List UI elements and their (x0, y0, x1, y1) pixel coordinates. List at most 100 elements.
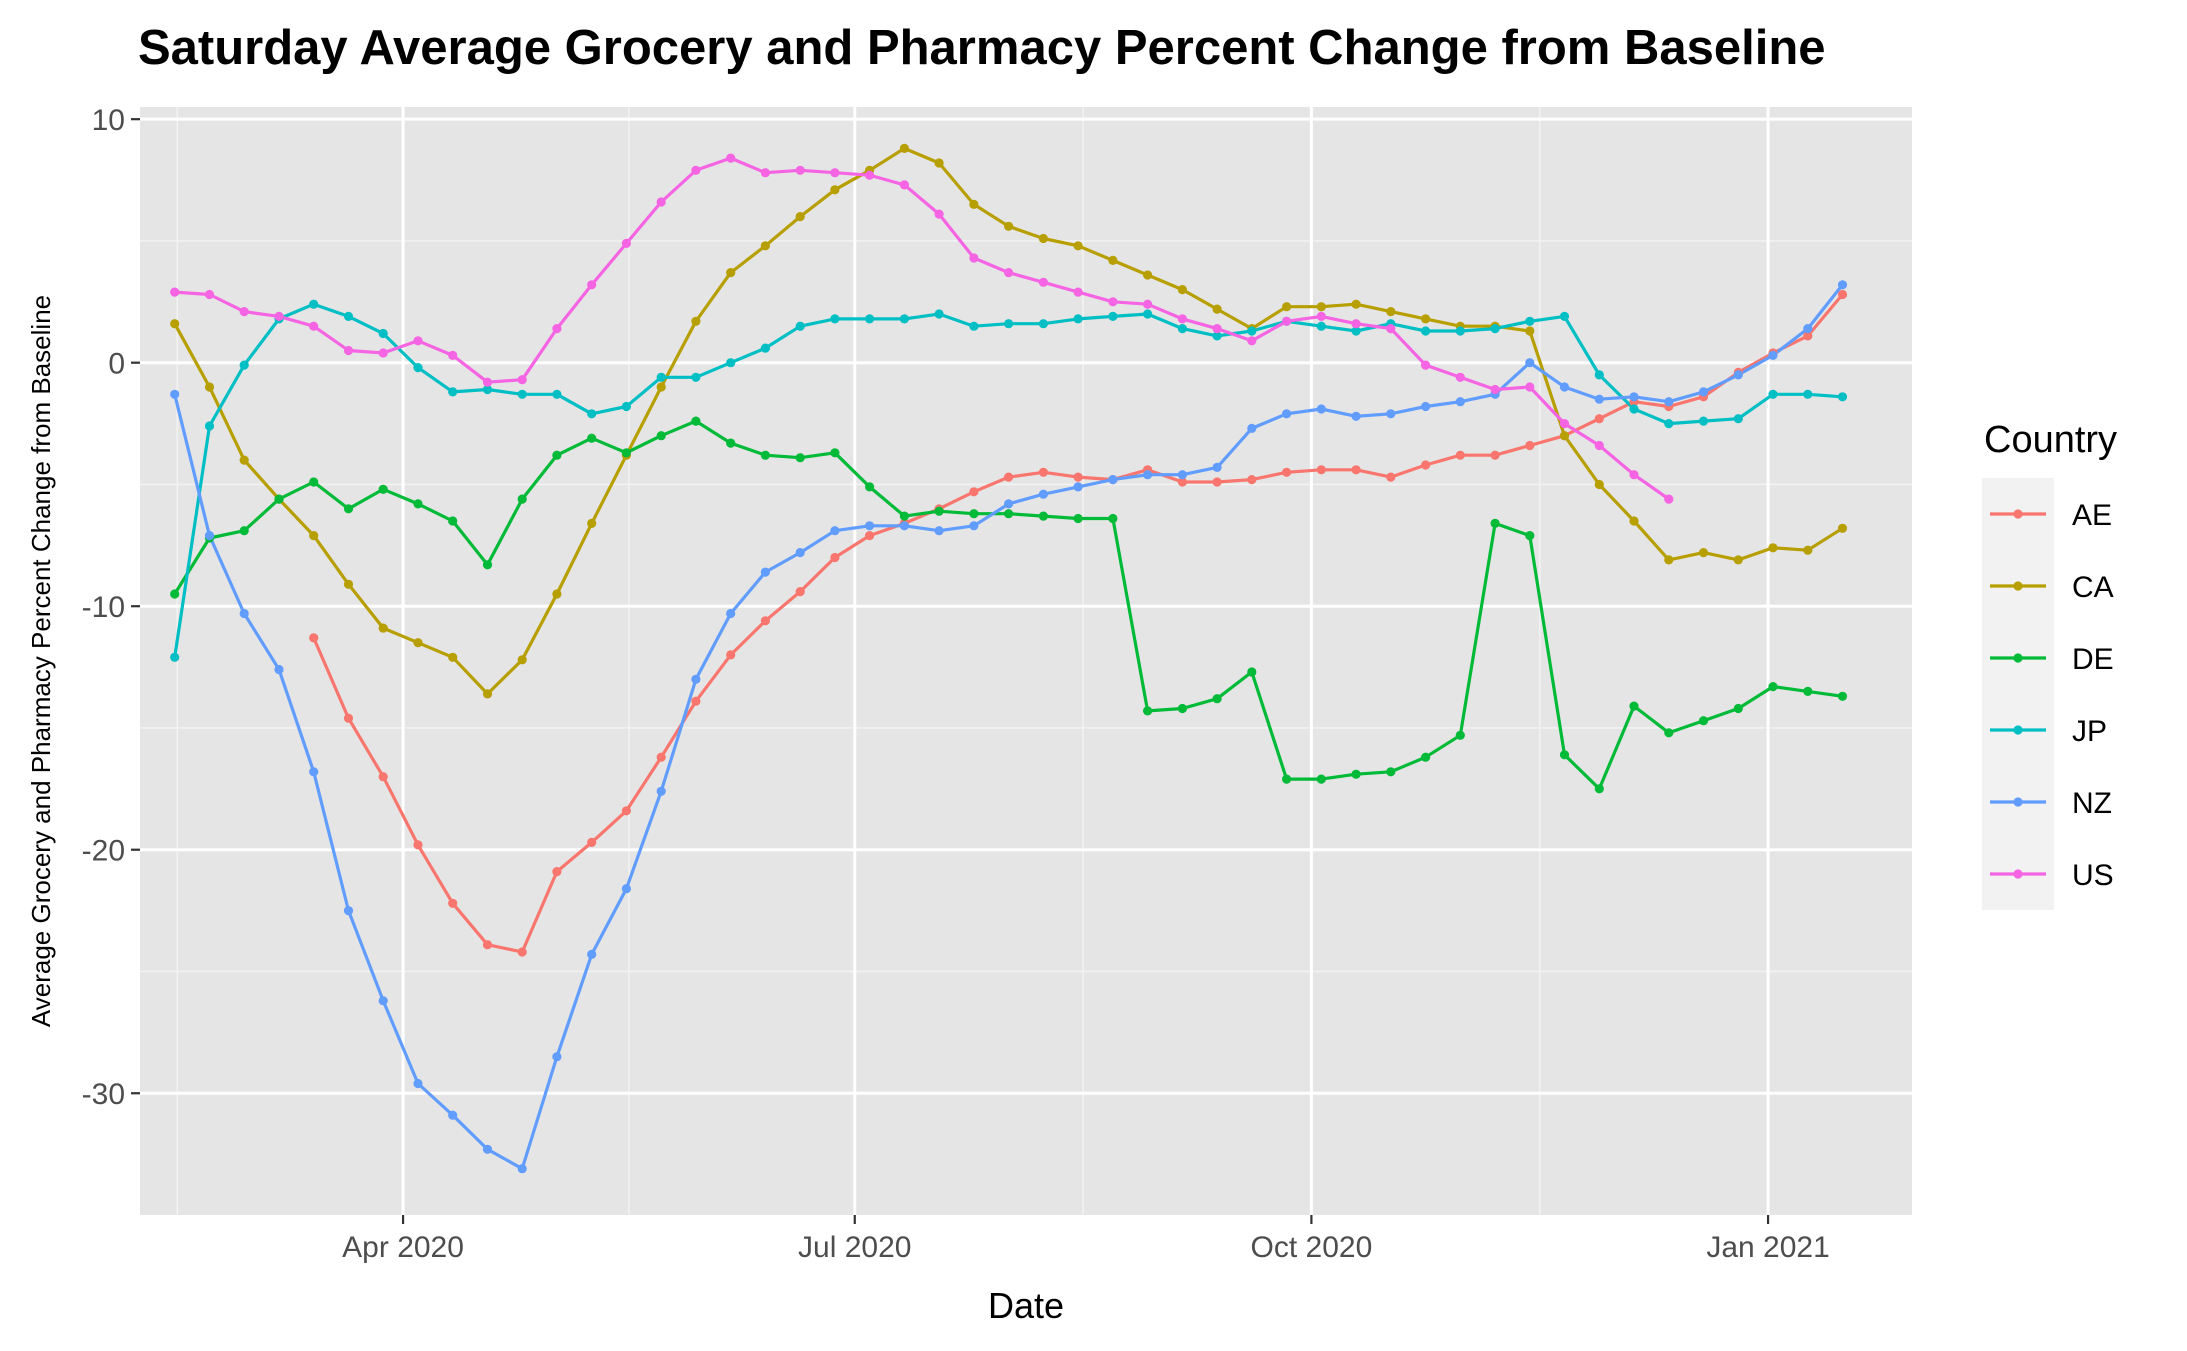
data-point-ca (1351, 299, 1361, 309)
data-point-us (1525, 382, 1535, 392)
data-point-de (482, 560, 493, 570)
data-point-us (1108, 297, 1118, 307)
data-point-nz (1351, 411, 1361, 421)
data-point-de (1698, 716, 1709, 726)
data-point-nz (1038, 489, 1048, 499)
data-point-us (726, 153, 736, 163)
data-point-us (552, 324, 562, 334)
data-point-de (309, 477, 319, 487)
data-point-jp (1212, 331, 1222, 341)
data-point-jp (1559, 311, 1570, 321)
plot-panel (140, 107, 1912, 1215)
data-point-nz (1559, 382, 1570, 392)
data-point-ca (587, 518, 597, 529)
data-point-ae (1803, 331, 1813, 341)
legend-label-jp: JP (2072, 715, 2107, 748)
data-point-ae (691, 696, 701, 706)
data-point-ca (482, 689, 493, 699)
data-point-us (1629, 470, 1639, 480)
legend-key-point-us (2013, 869, 2023, 879)
data-point-nz (1837, 280, 1848, 290)
data-point-nz (1386, 409, 1396, 419)
data-point-us (795, 165, 805, 175)
data-point-de (656, 431, 666, 441)
data-point-nz (1073, 482, 1083, 492)
y-tick-label: -20 (82, 835, 125, 868)
data-point-jp (656, 372, 666, 382)
data-point-jp (934, 309, 944, 319)
data-point-de (1803, 686, 1813, 697)
data-point-nz (899, 521, 910, 531)
data-point-us (413, 336, 423, 346)
data-point-ae (1038, 467, 1048, 477)
data-point-de (448, 516, 458, 526)
data-point-ca (1212, 304, 1222, 314)
data-point-jp (1177, 324, 1187, 334)
x-tick-label: Jan 2021 (1706, 1231, 1829, 1264)
data-point-de (170, 589, 180, 599)
data-point-ae (448, 898, 458, 908)
y-axis-label: Average Grocery and Pharmacy Percent Cha… (26, 295, 56, 1027)
data-point-jp (204, 421, 215, 431)
data-point-ca (309, 531, 319, 541)
data-point-ca (1664, 555, 1674, 565)
legend-label-de: DE (2072, 643, 2114, 676)
data-point-ca (1768, 543, 1778, 553)
data-point-us (587, 280, 597, 290)
data-point-ae (1212, 477, 1222, 487)
legend-label-ae: AE (2072, 499, 2112, 532)
data-point-ae (1316, 465, 1326, 475)
data-point-jp (1733, 414, 1743, 424)
data-point-jp (587, 409, 597, 419)
data-point-jp (1143, 309, 1153, 319)
data-point-nz (274, 664, 284, 675)
legend-title: Country (1984, 419, 2117, 461)
data-point-jp (1351, 326, 1361, 336)
data-point-de (1004, 509, 1014, 519)
data-point-us (448, 350, 458, 360)
data-point-ca (760, 241, 771, 251)
data-point-de (1455, 730, 1465, 740)
data-point-ca (1108, 255, 1118, 265)
data-point-ca (1733, 555, 1743, 565)
data-point-us (343, 345, 354, 356)
data-point-nz (517, 1164, 527, 1174)
data-point-nz (309, 767, 319, 777)
data-point-nz (170, 389, 180, 399)
data-point-ca (448, 652, 458, 662)
data-point-de (413, 499, 423, 509)
data-point-nz (1803, 324, 1813, 334)
data-point-nz (587, 949, 597, 960)
legend-label-us: US (2072, 859, 2114, 892)
data-point-ca (1282, 302, 1292, 312)
data-point-ca (656, 382, 666, 392)
data-point-us (1421, 360, 1431, 370)
data-point-nz (204, 531, 215, 541)
data-point-jp (482, 384, 493, 395)
data-point-ca (239, 455, 249, 465)
data-point-de (1559, 750, 1570, 760)
data-point-ae (1351, 465, 1361, 475)
data-point-us (170, 287, 180, 297)
data-point-nz (448, 1110, 458, 1120)
x-tick-label: Apr 2020 (342, 1231, 464, 1264)
data-point-ae (1073, 472, 1083, 482)
data-point-ae (795, 587, 805, 597)
data-point-de (343, 504, 354, 514)
data-point-us (517, 375, 527, 385)
data-point-jp (1768, 389, 1778, 399)
data-point-nz (1004, 499, 1014, 509)
data-point-de (760, 450, 771, 460)
data-point-jp (343, 311, 354, 321)
data-point-jp (1316, 321, 1326, 331)
data-point-ae (1247, 475, 1257, 485)
data-point-ca (1038, 233, 1048, 244)
data-point-jp (170, 652, 180, 662)
data-point-us (1386, 324, 1396, 334)
data-point-jp (969, 321, 979, 331)
data-point-us (1143, 299, 1153, 309)
data-point-ca (1316, 302, 1326, 312)
x-axis-label: Date (988, 1285, 1064, 1326)
data-point-jp (1629, 404, 1639, 414)
y-tick-label: -10 (82, 591, 125, 624)
